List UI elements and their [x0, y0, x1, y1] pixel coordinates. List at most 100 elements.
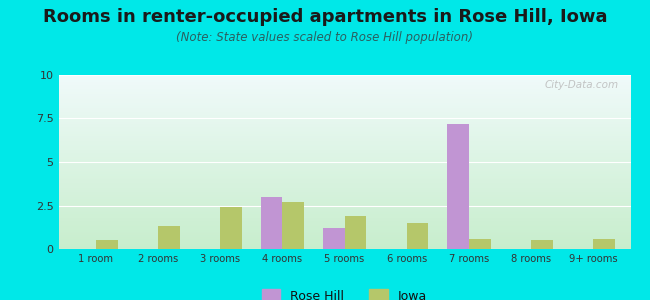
Bar — [58, 184, 630, 186]
Bar — [58, 237, 630, 239]
Bar — [58, 230, 630, 232]
Bar — [58, 85, 630, 87]
Bar — [58, 212, 630, 214]
Text: Rooms in renter-occupied apartments in Rose Hill, Iowa: Rooms in renter-occupied apartments in R… — [43, 8, 607, 26]
Bar — [58, 245, 630, 247]
Bar — [58, 188, 630, 190]
Bar — [58, 232, 630, 233]
Bar — [58, 228, 630, 230]
Bar — [58, 164, 630, 166]
Bar — [58, 216, 630, 218]
Bar — [58, 146, 630, 148]
Bar — [58, 206, 630, 207]
Bar — [58, 171, 630, 172]
Bar — [58, 204, 630, 206]
Bar — [58, 106, 630, 108]
Bar — [58, 172, 630, 174]
Bar — [58, 79, 630, 80]
Bar — [158, 226, 180, 249]
Bar — [58, 169, 630, 171]
Bar — [58, 223, 630, 225]
Bar — [58, 143, 630, 145]
Bar — [58, 120, 630, 122]
Bar — [58, 166, 630, 167]
Bar — [58, 136, 630, 138]
Bar — [58, 199, 630, 200]
Bar — [58, 110, 630, 112]
Bar — [220, 207, 242, 249]
Bar — [58, 118, 630, 120]
Bar — [261, 197, 282, 249]
Bar — [58, 195, 630, 197]
Bar — [58, 226, 630, 228]
Bar — [58, 176, 630, 178]
Bar — [58, 200, 630, 202]
Bar — [58, 183, 630, 184]
Bar — [58, 98, 630, 99]
Bar — [58, 162, 630, 164]
Bar — [58, 99, 630, 101]
Bar — [58, 127, 630, 129]
Bar — [58, 91, 630, 92]
Bar — [58, 207, 630, 209]
Bar — [58, 192, 630, 193]
Bar — [58, 125, 630, 127]
Bar — [58, 247, 630, 249]
Bar — [58, 233, 630, 235]
Bar — [58, 150, 630, 152]
Bar — [58, 193, 630, 195]
Bar — [58, 129, 630, 131]
Bar — [58, 214, 630, 216]
Text: City-Data.com: City-Data.com — [545, 80, 619, 90]
Bar — [58, 89, 630, 91]
Bar — [58, 238, 630, 240]
Bar — [58, 145, 630, 146]
Bar — [58, 94, 630, 96]
Bar — [58, 197, 630, 199]
Bar — [58, 103, 630, 105]
Bar — [58, 211, 630, 212]
Bar — [58, 167, 630, 169]
Bar — [58, 160, 630, 162]
Bar — [447, 124, 469, 249]
Bar — [58, 101, 630, 103]
Bar — [58, 77, 630, 79]
Bar — [58, 138, 630, 140]
Bar — [58, 179, 630, 181]
Bar — [58, 75, 630, 77]
Bar — [58, 80, 630, 82]
Bar — [58, 221, 630, 223]
Bar — [58, 209, 630, 211]
Bar — [58, 82, 630, 84]
Bar — [58, 113, 630, 115]
Bar — [469, 238, 491, 249]
Bar — [58, 174, 630, 176]
Bar — [58, 141, 630, 143]
Bar — [58, 96, 630, 98]
Bar — [531, 240, 552, 249]
Bar — [58, 140, 630, 141]
Bar — [58, 240, 630, 242]
Bar — [58, 225, 630, 226]
Bar — [58, 202, 630, 204]
Bar — [58, 178, 630, 179]
Bar — [58, 131, 630, 132]
Bar — [344, 216, 366, 249]
Bar — [58, 108, 630, 110]
Bar — [58, 242, 630, 244]
Bar — [58, 134, 630, 136]
Bar — [58, 92, 630, 94]
Bar — [58, 115, 630, 117]
Bar — [58, 87, 630, 89]
Bar — [58, 235, 630, 237]
Bar — [96, 240, 118, 249]
Bar — [407, 223, 428, 249]
Bar — [58, 148, 630, 150]
Bar — [58, 219, 630, 221]
Bar — [593, 239, 615, 249]
Bar — [58, 117, 630, 118]
Bar — [58, 153, 630, 155]
Legend: Rose Hill, Iowa: Rose Hill, Iowa — [255, 283, 434, 300]
Bar — [282, 202, 304, 249]
Bar — [58, 84, 630, 85]
